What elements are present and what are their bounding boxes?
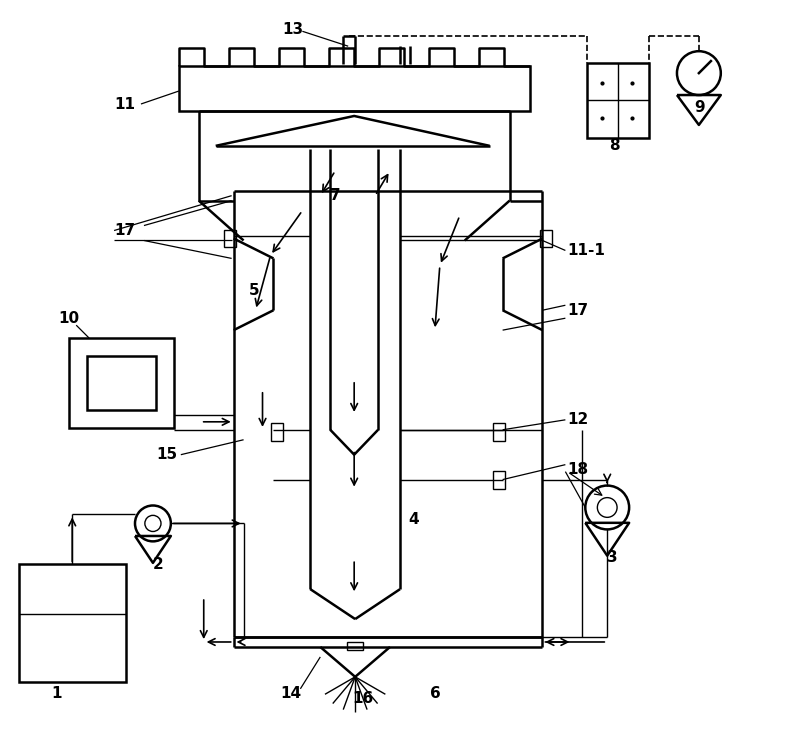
Text: 3: 3 xyxy=(607,550,618,565)
Bar xyxy=(271,423,283,441)
Text: 18: 18 xyxy=(567,462,589,477)
Bar xyxy=(493,470,505,488)
Text: 9: 9 xyxy=(694,100,705,116)
Bar xyxy=(179,66,530,111)
Text: 14: 14 xyxy=(281,686,302,701)
Text: 17: 17 xyxy=(567,303,589,318)
Text: 7: 7 xyxy=(330,188,341,203)
Text: 1: 1 xyxy=(51,686,62,701)
Text: 5: 5 xyxy=(249,283,259,298)
Text: 12: 12 xyxy=(567,413,589,427)
Text: 11: 11 xyxy=(114,96,135,111)
Text: 10: 10 xyxy=(58,311,79,326)
Text: 4: 4 xyxy=(408,512,418,527)
Text: 2: 2 xyxy=(153,556,164,572)
Text: 13: 13 xyxy=(282,22,303,37)
Text: 16: 16 xyxy=(352,692,374,706)
Bar xyxy=(541,229,553,248)
Text: 11-1: 11-1 xyxy=(567,243,606,258)
Bar xyxy=(587,63,649,138)
Text: 17: 17 xyxy=(114,223,135,238)
Bar xyxy=(224,229,236,248)
Bar xyxy=(347,642,363,650)
Text: 8: 8 xyxy=(610,138,620,154)
Bar xyxy=(19,564,126,682)
Bar xyxy=(70,338,174,428)
Bar xyxy=(87,356,156,410)
Text: 15: 15 xyxy=(156,447,177,462)
Bar xyxy=(493,423,505,441)
Text: 6: 6 xyxy=(430,686,441,701)
